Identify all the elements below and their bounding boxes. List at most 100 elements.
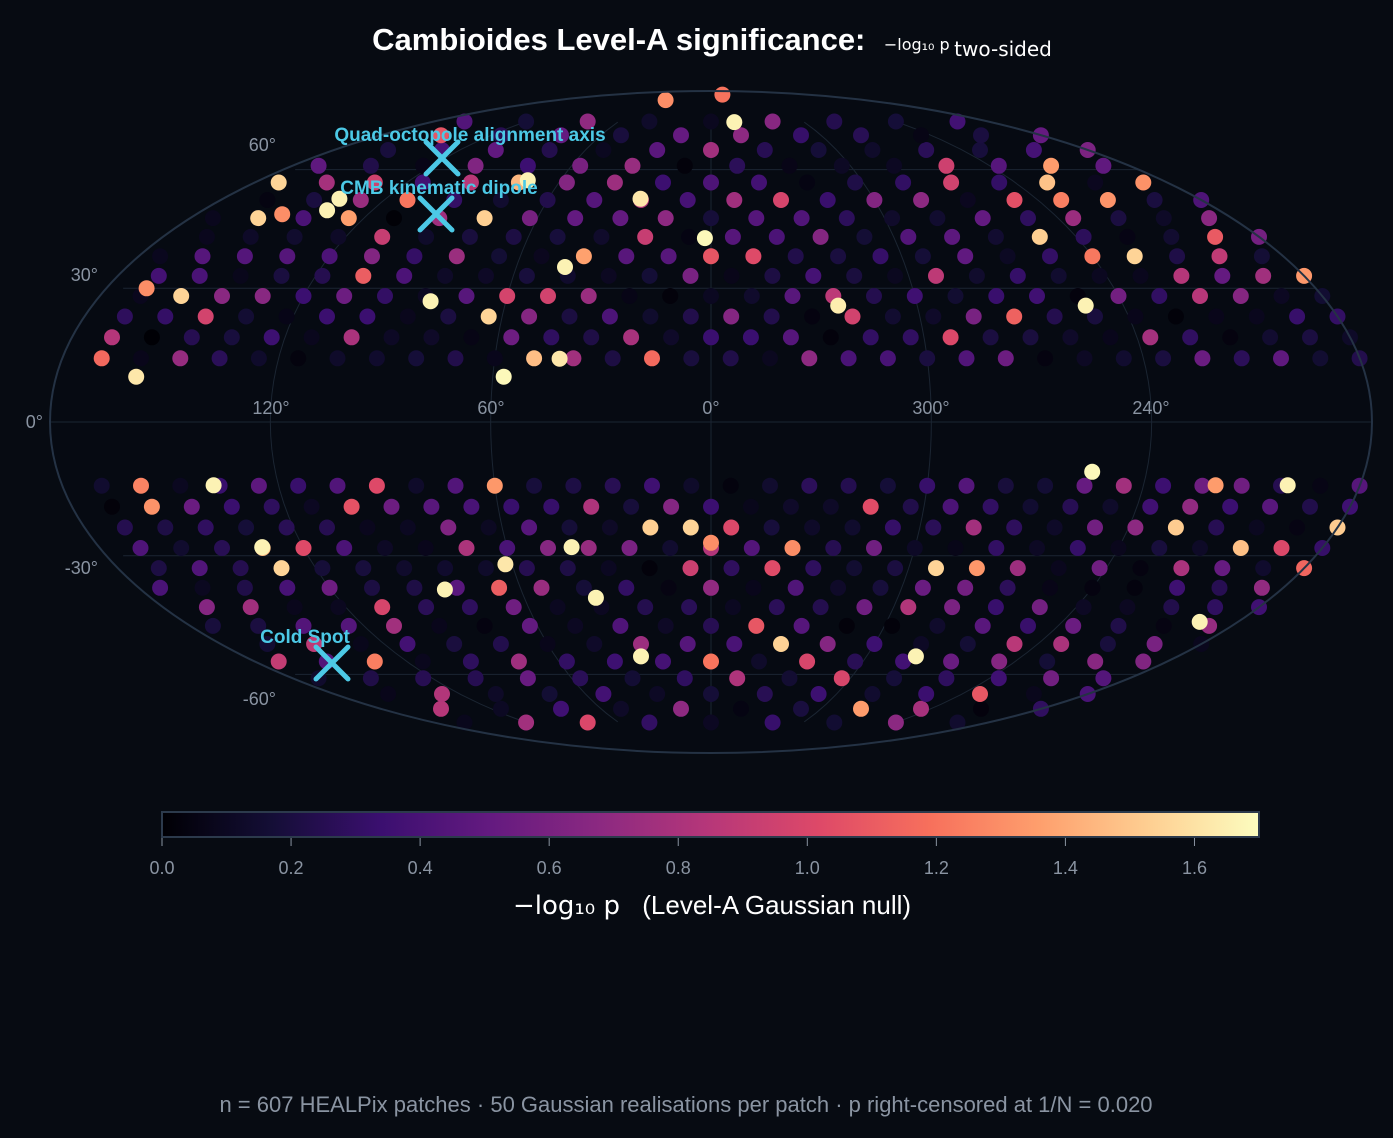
patch-dot [295,617,312,634]
patch-dot [1155,617,1172,634]
patch-dot [595,686,612,702]
patch-dot [1163,228,1180,245]
patch-dot [1248,308,1265,325]
patch-dot [336,540,353,556]
patch-dot [1022,329,1039,346]
patch-dot [745,248,762,265]
patch-dot [1273,540,1290,556]
patch-dot [1102,329,1119,346]
patch-dot [143,498,160,515]
patch-dot [310,157,327,174]
patch-dot [1207,599,1224,616]
patch-dot [583,329,600,346]
patch-dot [236,248,253,265]
patch-dot [947,288,964,304]
patch-dot [448,579,465,596]
patch-dot [812,228,829,245]
patch-dot [1037,477,1054,494]
patch-dot [1050,560,1067,577]
annotation-label: Cold Spot [260,627,350,648]
patch-dot [399,636,416,652]
patch-dot [329,350,346,367]
patch-dot [492,636,509,652]
patch-dot [543,329,560,346]
annotation-marker-x [417,195,455,233]
patch-dot [1289,519,1306,536]
patch-dot [232,560,249,577]
patch-dot [1126,579,1143,596]
patch-dot [812,599,829,616]
patch-dot [1025,686,1042,702]
patch-dot [1167,519,1184,536]
patch-dot [793,127,809,144]
patch-dot [467,157,484,174]
patch-dot [366,174,383,191]
patch-dot [957,579,974,596]
annotation-label: Quad-octopole alignment axis [334,125,605,146]
patch-dot [1046,308,1063,325]
patch-dot [723,267,740,284]
patch-dot [565,477,582,494]
patch-dot [458,288,475,304]
patch-dot [742,498,759,515]
patch-dot [433,127,449,144]
patch-dot [366,653,383,670]
patch-dot [886,157,903,174]
patch-dot [1127,519,1144,536]
colorbar-tick-label: 0.2 [279,858,304,878]
patch-dot [1135,653,1152,670]
patch-dot [1127,308,1144,325]
patch-dot [621,540,638,556]
patch-dot [211,350,228,367]
patch-dot [314,560,331,577]
patch-dot [259,636,276,652]
patch-dot [1065,617,1082,634]
patch-dot [551,350,568,367]
patch-dot [374,228,391,245]
patch-dot [682,267,699,284]
patch-dot [1084,248,1101,265]
patch-dot [762,350,778,367]
patch-dot [431,617,448,634]
patch-dot [191,267,208,284]
patch-dot [586,636,603,652]
patch-dot [846,560,863,577]
patch-dot [493,127,509,144]
patch-dot [660,579,677,596]
patch-dot [1075,228,1092,245]
patch-dot [493,700,509,717]
patch-dot [321,248,338,265]
patch-dot [172,477,189,494]
patch-dot [355,560,372,577]
patch-dot [399,519,416,536]
patch-dot [703,617,719,634]
patch-dot [204,210,221,227]
patch-dot [417,540,434,556]
patch-dot [1077,297,1094,314]
patch-dot [319,308,335,325]
patch-dot [1146,192,1163,208]
patch-dot [913,636,930,652]
patch-dot [223,329,240,346]
patch-dot [683,477,700,494]
patch-dot [1302,329,1318,346]
patch-dot [1020,617,1036,634]
patch-dot [793,210,810,227]
patch-dot [447,477,464,494]
patch-dot [456,714,473,731]
patch-dot [601,519,618,536]
lon-tick-label: 120° [252,398,289,418]
patch-dot [478,560,494,577]
patch-dot [303,498,320,515]
title-math: −log₁₀ p [884,35,950,54]
patch-dot [1110,288,1127,304]
patch-dot [456,113,473,130]
patch-dot [756,686,773,702]
colorbar-ticks: 0.0 0.2 0.4 0.6 0.8 1.0 1.2 1.4 1.6 [149,838,1207,878]
patch-dot [497,556,514,573]
title-text: Cambioides Level-A significance: [372,22,865,57]
patch-dot [1062,329,1079,346]
colorbar-tick-label: 1.4 [1053,858,1078,878]
patch-dot [1192,288,1208,304]
colorbar-tick-label: 0.0 [149,858,174,878]
